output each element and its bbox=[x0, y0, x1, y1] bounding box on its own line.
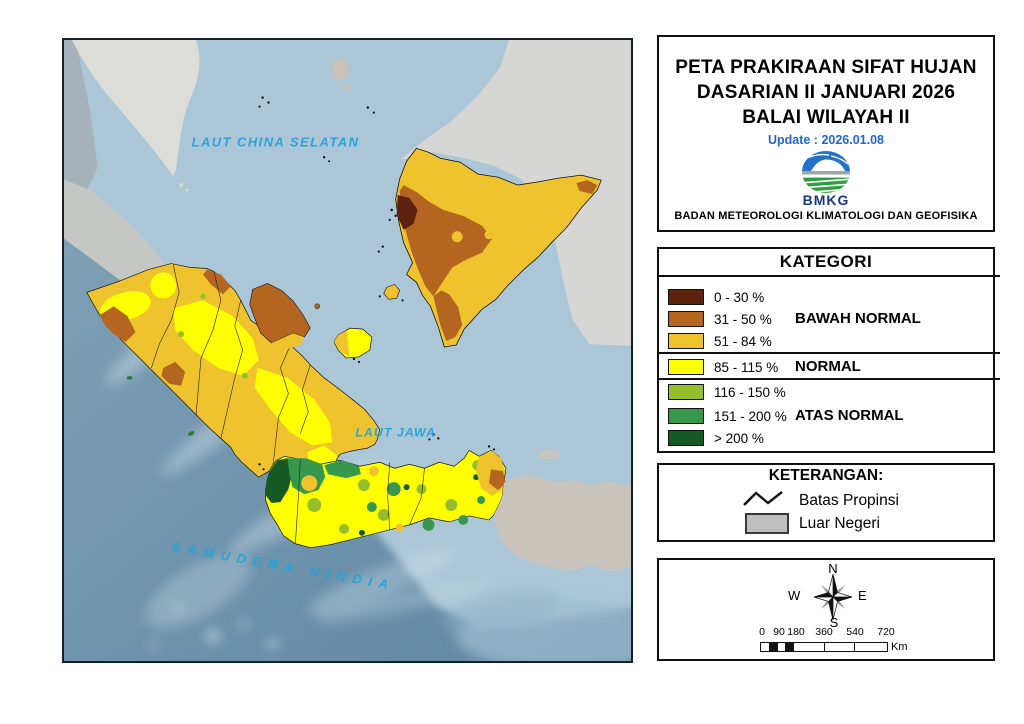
group-label-atas-normal: ATAS NORMAL bbox=[795, 407, 904, 424]
legend-range: 31 - 50 % bbox=[714, 311, 772, 327]
keterangan-header: KETERANGAN: bbox=[768, 467, 884, 484]
andaman-gray-sea bbox=[64, 40, 98, 197]
province-borders bbox=[151, 264, 311, 470]
scale-bar-divider bbox=[854, 643, 855, 651]
zigzag-line-icon bbox=[743, 491, 783, 506]
scale-bar-segment bbox=[769, 643, 777, 651]
scale-bar-divider bbox=[793, 643, 794, 651]
group-label-normal: NORMAL bbox=[795, 358, 861, 375]
legend-range: 0 - 30 % bbox=[714, 289, 765, 305]
small-islands bbox=[258, 96, 496, 471]
scale-tick-0: 0 bbox=[759, 626, 765, 638]
divider bbox=[658, 275, 1000, 277]
legend-range: 116 - 150 % bbox=[714, 384, 786, 400]
compass-west-label: W bbox=[788, 588, 801, 603]
legend-panel: KATEGORI 0 - 30 % 31 - 50 % 51 - 84 % 85… bbox=[657, 247, 1000, 453]
bmkg-logo-text: BMKG bbox=[802, 192, 850, 208]
sea-label-java-sea: LAUT JAWA bbox=[355, 425, 436, 439]
legend-header: KATEGORI bbox=[779, 252, 873, 271]
luar-negeri-label: Luar Negeri bbox=[799, 515, 880, 532]
karimata-island bbox=[383, 284, 400, 300]
legend-swatch-31-50 bbox=[668, 311, 704, 327]
scale-tick-540: 540 bbox=[846, 626, 864, 638]
batas-propinsi-label: Batas Propinsi bbox=[799, 492, 899, 509]
legend-range: > 200 % bbox=[714, 430, 764, 446]
title-line-2: DASARIAN II JANUARI 2026 bbox=[696, 82, 956, 103]
west-kalimantan-region bbox=[395, 147, 602, 348]
legend-swatch-151-200 bbox=[668, 408, 704, 424]
scale-unit-label: Km bbox=[891, 641, 908, 653]
legend-range: 151 - 200 % bbox=[714, 408, 787, 424]
compass-south-label: S bbox=[829, 615, 839, 630]
legend-swatch-0-30 bbox=[668, 289, 704, 305]
bmkg-logo: BMKG bbox=[659, 151, 993, 208]
divider bbox=[658, 352, 1000, 354]
scale-tick-90: 90 bbox=[773, 626, 785, 638]
forecast-map-frame: LAUT CHINA SELATAN LAUT JAWA SAMUDERA HI… bbox=[62, 38, 633, 663]
gray-patch bbox=[538, 449, 561, 460]
scale-bar-segment bbox=[785, 643, 793, 651]
indian-ocean-deep-water bbox=[64, 190, 631, 661]
keterangan-panel: KETERANGAN: Batas Propinsi Luar Negeri bbox=[657, 463, 995, 542]
title-line-1: PETA PRAKIRAAN SIFAT HUJAN bbox=[675, 57, 977, 78]
java-region bbox=[265, 449, 507, 549]
update-date: Update : 2026.01.08 bbox=[767, 133, 885, 147]
small-island bbox=[185, 188, 189, 192]
compass-east-label: E bbox=[858, 588, 867, 603]
legend-range: 85 - 115 % bbox=[714, 359, 779, 375]
scale-tick-720: 720 bbox=[877, 626, 895, 638]
legend-swatch-116-150 bbox=[668, 384, 704, 400]
scale-tick-180: 180 bbox=[787, 626, 805, 638]
map-title: PETA PRAKIRAAN SIFAT HUJAN DASARIAN II J… bbox=[659, 37, 993, 130]
luar-negeri-swatch bbox=[745, 513, 789, 534]
organization-name: BADAN METEOROLOGI KLIMATOLOGI DAN GEOFIS… bbox=[674, 210, 978, 222]
scale-bar bbox=[760, 642, 888, 652]
title-line-3: BALAI WILAYAH II bbox=[742, 107, 910, 128]
scale-bar-divider bbox=[777, 643, 778, 651]
compass-north-label: N bbox=[828, 561, 838, 576]
compass-rose-icon bbox=[813, 573, 853, 621]
singapore-island bbox=[178, 182, 184, 188]
natuna-island bbox=[332, 57, 349, 82]
sea-label-south-china-sea: LAUT CHINA SELATAN bbox=[192, 134, 360, 149]
title-panel: PETA PRAKIRAAN SIFAT HUJAN DASARIAN II J… bbox=[657, 35, 995, 232]
legend-range: 51 - 84 % bbox=[714, 333, 772, 349]
forecast-map: LAUT CHINA SELATAN LAUT JAWA SAMUDERA HI… bbox=[64, 40, 631, 661]
province-borders bbox=[295, 459, 425, 544]
group-label-bawah-normal: BAWAH NORMAL bbox=[795, 310, 921, 327]
divider bbox=[658, 378, 1000, 380]
south-sumatra-region bbox=[86, 263, 381, 488]
legend-swatch-85-115 bbox=[668, 359, 704, 375]
bangka-belitung-islands bbox=[249, 283, 373, 359]
compass-scale-panel: N W E S 0 90 180 360 540 720 Km bbox=[657, 558, 995, 661]
bmkg-logo-icon bbox=[802, 151, 850, 193]
legend-swatch-51-84 bbox=[668, 333, 704, 349]
scale-tick-360: 360 bbox=[815, 626, 833, 638]
malay-peninsula-foreign-land bbox=[71, 40, 200, 177]
small-island bbox=[343, 84, 349, 91]
north-borneo-foreign-land bbox=[399, 40, 631, 347]
legend-swatch-gt-200 bbox=[668, 430, 704, 446]
scale-bar-divider bbox=[824, 643, 825, 651]
east-java-out-of-region bbox=[493, 474, 631, 572]
